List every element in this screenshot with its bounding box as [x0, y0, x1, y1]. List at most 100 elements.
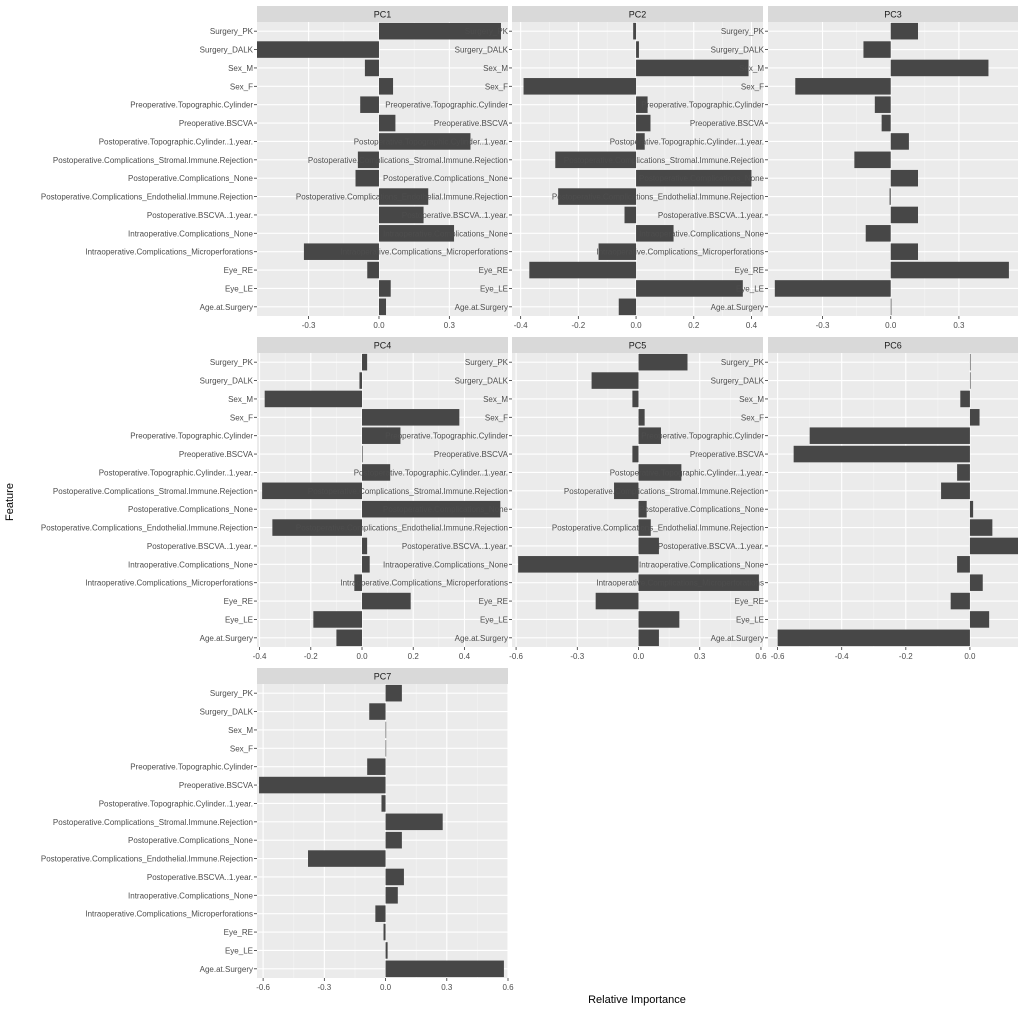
y-tick-label: Sex_M [483, 64, 508, 73]
bar [385, 960, 504, 978]
y-tick-label: Surgery_DALK [200, 46, 254, 55]
bar [957, 464, 970, 481]
bar [264, 390, 363, 408]
bar [638, 574, 759, 591]
y-tick-label: Preoperative.Topographic.Cylinder [641, 432, 764, 441]
bar [632, 445, 639, 463]
x-tick-label: 0.3 [441, 983, 453, 992]
y-tick-label: Eye_RE [479, 597, 508, 606]
y-tick-label: Postoperative.Topographic.Cylinder..1.ye… [610, 468, 764, 477]
bar [890, 169, 918, 187]
bar [381, 795, 386, 812]
bar [638, 464, 682, 481]
y-tick-label: Preoperative.BSCVA [434, 450, 509, 459]
y-tick-label: Postoperative.BSCVA..1.year. [402, 542, 508, 551]
y-axis-title: Feature [4, 483, 16, 521]
y-tick-label: Postoperative.Complications_Stromal.Immu… [53, 487, 253, 496]
y-tick-label: Preoperative.BSCVA [690, 450, 765, 459]
x-tick-label: -0.2 [899, 652, 913, 661]
y-tick-label: Surgery_DALK [455, 46, 509, 55]
x-tick-label: 0.0 [964, 652, 976, 661]
x-tick-label: -0.2 [304, 652, 318, 661]
bar [378, 188, 429, 205]
y-tick-label: Surgery_PK [721, 27, 765, 36]
y-tick-label: Surgery_PK [721, 358, 765, 367]
x-tick-label: -0.6 [771, 652, 785, 661]
y-tick-label: Postoperative.Complications_Endothelial.… [552, 524, 764, 533]
y-tick-label: Eye_RE [735, 266, 764, 275]
y-tick-label: Postoperative.Complications_Stromal.Immu… [564, 156, 764, 165]
bar [308, 850, 386, 867]
bar [960, 390, 970, 408]
y-tick-label: Postoperative.Complications_None [639, 505, 765, 514]
bar [889, 188, 891, 205]
bar [969, 574, 983, 591]
bar [262, 482, 363, 500]
y-tick-label: Intraoperative.Complications_Microperfor… [596, 579, 764, 588]
bar [636, 133, 645, 150]
x-tick-label: -0.3 [570, 652, 584, 661]
y-tick-label: Preoperative.Topographic.Cylinder [130, 101, 253, 110]
y-tick-label: Eye_LE [736, 615, 764, 624]
y-tick-label: Surgery_PK [465, 358, 509, 367]
panel-strip [768, 6, 1018, 22]
x-tick-label: 0.2 [408, 652, 420, 661]
bar [865, 225, 891, 242]
y-tick-label: Postoperative.Complications_Endothelial.… [41, 524, 253, 533]
x-tick-label: 0.3 [694, 652, 706, 661]
bar [362, 445, 363, 463]
bar [375, 905, 386, 922]
y-tick-label: Postoperative.BSCVA..1.year. [147, 873, 253, 882]
bar [874, 96, 891, 113]
bar [969, 611, 990, 628]
y-tick-label: Sex_M [228, 64, 253, 73]
bar [638, 353, 688, 371]
bar [378, 298, 387, 316]
bar [257, 41, 379, 58]
y-tick-label: Surgery_DALK [455, 377, 509, 386]
bar [890, 22, 918, 40]
bar [636, 59, 749, 77]
panel-title: PC3 [884, 10, 902, 20]
y-tick-label: Sex_F [230, 744, 253, 753]
y-tick-label: Postoperative.Complications_Stromal.Immu… [53, 156, 253, 165]
y-tick-label: Preoperative.BSCVA [690, 119, 765, 128]
bar [632, 390, 639, 408]
bar [362, 353, 368, 371]
bar [362, 464, 391, 481]
y-tick-label: Postoperative.BSCVA..1.year. [402, 211, 508, 220]
y-tick-label: Intraoperative.Complications_None [639, 229, 765, 238]
bar [362, 500, 501, 518]
y-tick-label: Preoperative.Topographic.Cylinder [130, 432, 253, 441]
bar [529, 261, 637, 279]
y-tick-label: Postoperative.Topographic.Cylinder..1.ye… [354, 137, 508, 146]
bar [636, 96, 648, 113]
panel-title: PC7 [374, 672, 392, 682]
bar [969, 500, 974, 518]
y-tick-label: Postoperative.Complications_None [383, 174, 509, 183]
y-tick-label: Surgery_DALK [711, 377, 765, 386]
x-tick-label: 0.3 [953, 321, 965, 330]
y-tick-label: Sex_M [228, 395, 253, 404]
x-tick-label: -0.4 [253, 652, 267, 661]
y-tick-label: Intraoperative.Complications_None [383, 229, 509, 238]
bar [638, 629, 659, 647]
bar [969, 519, 993, 536]
bar [890, 59, 989, 77]
bar [941, 482, 970, 500]
y-tick-label: Age.at.Surgery [711, 634, 764, 643]
y-tick-label: Eye_RE [735, 597, 764, 606]
bar [881, 114, 891, 132]
y-tick-label: Preoperative.BSCVA [179, 781, 254, 790]
bar [636, 225, 674, 242]
bar [614, 482, 639, 500]
y-tick-label: Preoperative.BSCVA [179, 450, 254, 459]
bar [598, 243, 637, 260]
bar [362, 592, 411, 610]
y-tick-label: Eye_RE [224, 928, 253, 937]
panel-strip [512, 6, 763, 22]
bar [638, 409, 645, 426]
bar [638, 427, 661, 444]
